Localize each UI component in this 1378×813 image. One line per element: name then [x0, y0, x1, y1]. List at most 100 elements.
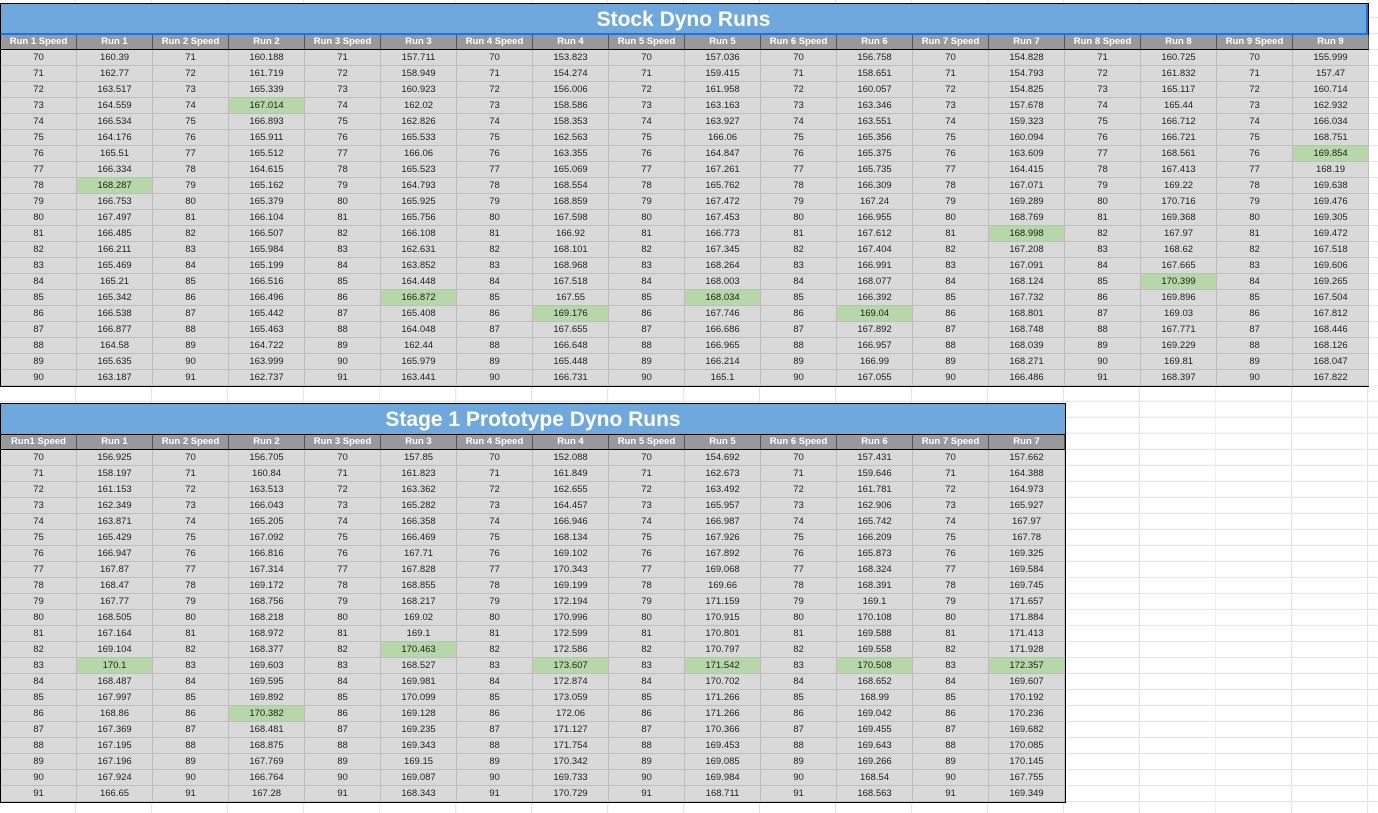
table-cell[interactable]: 168.972	[229, 626, 305, 642]
table-cell[interactable]: 161.958	[685, 82, 761, 98]
table-cell[interactable]: 166.392	[837, 290, 913, 306]
table-cell[interactable]: 165.21	[77, 274, 153, 290]
table-cell[interactable]: 165.282	[381, 498, 457, 514]
table-cell[interactable]: 87	[153, 722, 229, 738]
table-cell[interactable]: 90	[153, 770, 229, 786]
table-cell[interactable]: 88	[1217, 338, 1293, 354]
table-cell[interactable]: 74	[1, 114, 77, 130]
table-cell[interactable]: 160.39	[77, 50, 153, 66]
table-cell[interactable]: 165.429	[77, 530, 153, 546]
table-cell[interactable]: 88	[761, 338, 837, 354]
table-cell[interactable]: 169.455	[837, 722, 913, 738]
table-cell[interactable]: 166.731	[533, 370, 609, 386]
table-cell[interactable]: 83	[457, 658, 533, 674]
table-cell[interactable]: 73	[305, 82, 381, 98]
table-cell[interactable]: 80	[153, 194, 229, 210]
table-cell[interactable]: 76	[1217, 146, 1293, 162]
table-cell[interactable]: 89	[1217, 354, 1293, 370]
table-cell[interactable]: 168.563	[837, 786, 913, 802]
table-cell[interactable]: 169.682	[989, 722, 1065, 738]
table-cell[interactable]: 167.092	[229, 530, 305, 546]
table-cell[interactable]: 71	[761, 466, 837, 482]
column-header[interactable]: Run 2 Speed	[153, 35, 229, 50]
table-cell[interactable]: 167.071	[989, 178, 1065, 194]
table-cell[interactable]: 167.055	[837, 370, 913, 386]
table-cell[interactable]: 73	[153, 498, 229, 514]
table-cell[interactable]: 169.607	[989, 674, 1065, 690]
table-cell[interactable]: 91	[457, 786, 533, 802]
table-cell[interactable]: 73	[153, 82, 229, 98]
table-cell[interactable]: 77	[913, 562, 989, 578]
table-cell[interactable]: 87	[305, 722, 381, 738]
table-cell[interactable]: 72	[761, 82, 837, 98]
table-cell[interactable]: 162.906	[837, 498, 913, 514]
table-cell[interactable]: 91	[913, 786, 989, 802]
table-cell[interactable]: 165.448	[533, 354, 609, 370]
table-cell[interactable]: 88	[761, 738, 837, 754]
table-cell[interactable]: 86	[153, 706, 229, 722]
table-cell[interactable]: 163.513	[229, 482, 305, 498]
table-cell[interactable]: 85	[457, 290, 533, 306]
table-cell[interactable]: 80	[457, 210, 533, 226]
table-cell[interactable]: 87	[1, 722, 77, 738]
table-cell[interactable]: 166.946	[533, 514, 609, 530]
table-cell[interactable]: 71	[1217, 66, 1293, 82]
table-cell[interactable]: 75	[153, 114, 229, 130]
table-cell[interactable]: 169.349	[989, 786, 1065, 802]
table-cell[interactable]: 168.264	[685, 258, 761, 274]
table-cell[interactable]: 169.892	[229, 690, 305, 706]
table-cell[interactable]: 156.758	[837, 50, 913, 66]
table-cell[interactable]: 89	[1, 754, 77, 770]
table-cell[interactable]: 76	[457, 546, 533, 562]
table-cell[interactable]: 78	[305, 578, 381, 594]
table-cell[interactable]: 88	[305, 322, 381, 338]
column-header[interactable]: Run 6 Speed	[761, 35, 837, 50]
table-cell[interactable]: 79	[761, 194, 837, 210]
table-cell[interactable]: 173.059	[533, 690, 609, 706]
table-cell[interactable]: 85	[913, 690, 989, 706]
table-cell[interactable]: 165.162	[229, 178, 305, 194]
table-cell[interactable]: 83	[913, 658, 989, 674]
table-cell[interactable]: 159.646	[837, 466, 913, 482]
table-cell[interactable]: 169.638	[1293, 178, 1369, 194]
table-cell[interactable]: 172.599	[533, 626, 609, 642]
table-cell[interactable]: 86	[761, 306, 837, 322]
table-cell[interactable]: 165.44	[1141, 98, 1217, 114]
table-cell[interactable]: 90	[1065, 354, 1141, 370]
table-cell[interactable]: 73	[609, 498, 685, 514]
table-cell[interactable]: 169.453	[685, 738, 761, 754]
column-header[interactable]: Run 5 Speed	[609, 435, 685, 450]
table-cell[interactable]: 167.746	[685, 306, 761, 322]
table-cell[interactable]: 76	[761, 546, 837, 562]
table-cell[interactable]: 80	[1, 610, 77, 626]
table-cell[interactable]: 162.02	[381, 98, 457, 114]
table-cell[interactable]: 170.729	[533, 786, 609, 802]
table-cell[interactable]: 165.469	[77, 258, 153, 274]
table-cell[interactable]: 73	[1065, 82, 1141, 98]
table-cell[interactable]: 83	[1, 258, 77, 274]
table-cell[interactable]: 166.753	[77, 194, 153, 210]
table-cell[interactable]: 86	[457, 706, 533, 722]
table-cell[interactable]: 74	[305, 514, 381, 530]
table-cell[interactable]: 165.379	[229, 194, 305, 210]
table-cell[interactable]: 169.643	[837, 738, 913, 754]
table-cell[interactable]: 168.047	[1293, 354, 1369, 370]
table-cell[interactable]: 84	[913, 674, 989, 690]
table-cell[interactable]: 167.78	[989, 530, 1065, 546]
table-cell[interactable]: 85	[305, 690, 381, 706]
column-header[interactable]: Run 7	[989, 35, 1065, 50]
table-cell[interactable]: 86	[153, 290, 229, 306]
table-cell[interactable]: 169.595	[229, 674, 305, 690]
table-cell[interactable]: 84	[1065, 258, 1141, 274]
table-cell[interactable]: 169.02	[381, 610, 457, 626]
table-cell[interactable]: 167.926	[685, 530, 761, 546]
table-cell[interactable]: 167.97	[989, 514, 1065, 530]
table-cell[interactable]: 77	[1065, 146, 1141, 162]
table-cell[interactable]: 161.832	[1141, 66, 1217, 82]
table-cell[interactable]: 85	[913, 290, 989, 306]
table-cell[interactable]: 165.205	[229, 514, 305, 530]
highlighted-cell[interactable]: 166.872	[381, 290, 457, 306]
table-cell[interactable]: 167.261	[685, 162, 761, 178]
highlighted-cell[interactable]: 168.287	[77, 178, 153, 194]
table-cell[interactable]: 166.108	[381, 226, 457, 242]
